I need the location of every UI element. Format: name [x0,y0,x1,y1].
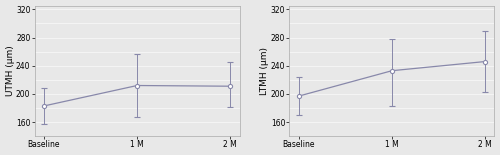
Y-axis label: UTMH (μm): UTMH (μm) [6,46,15,96]
Y-axis label: LTMH (μm): LTMH (μm) [260,47,270,95]
